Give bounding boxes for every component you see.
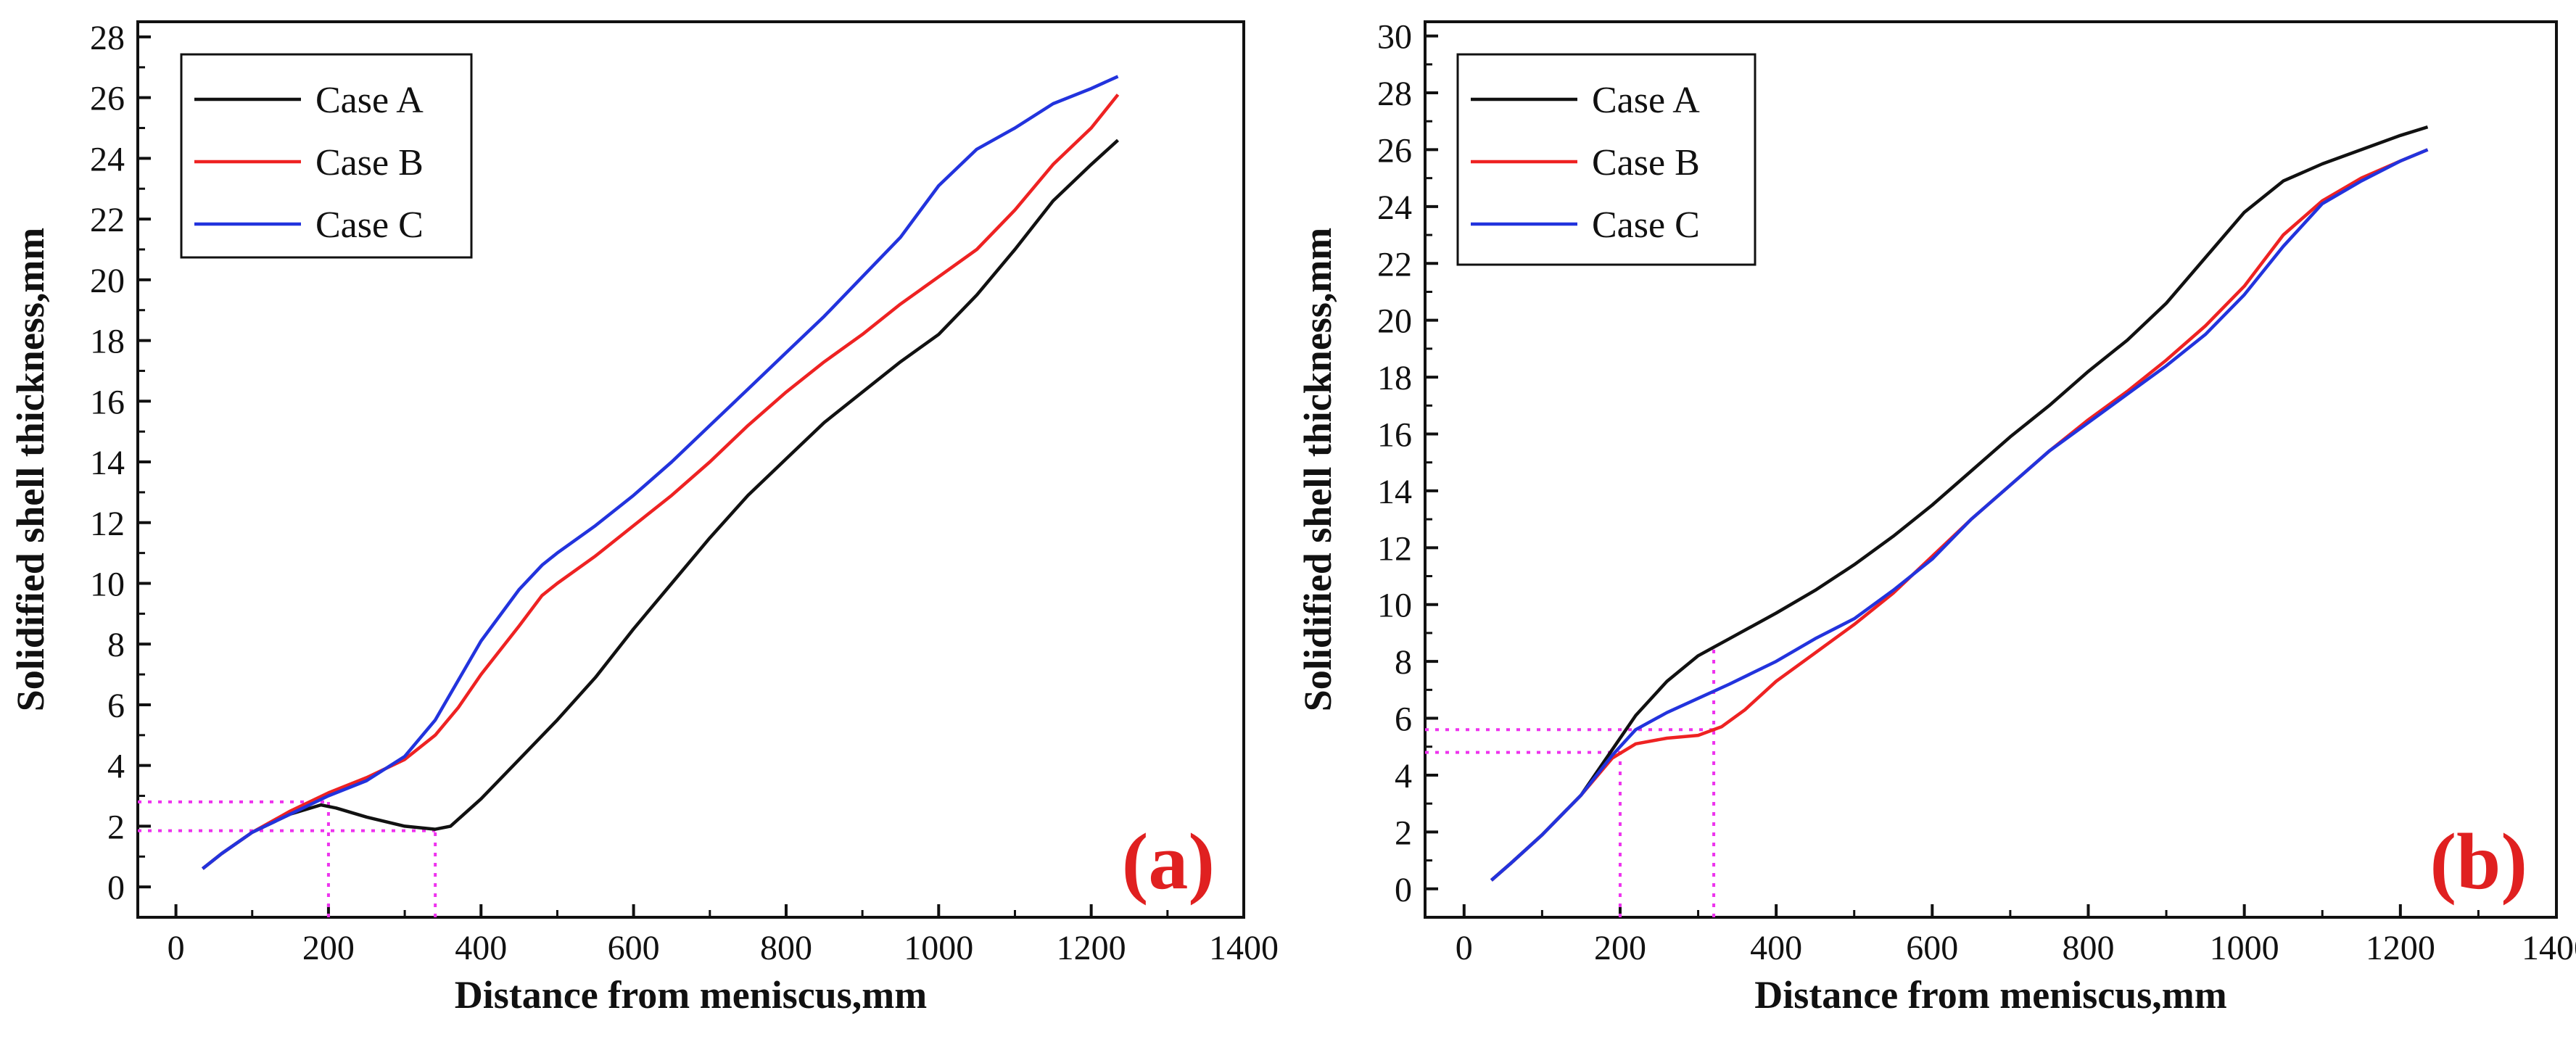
y-tick-label: 20 bbox=[1377, 302, 1412, 341]
y-tick-label: 8 bbox=[107, 626, 125, 664]
x-tick-label: 600 bbox=[1906, 929, 1958, 967]
x-tick-label: 1200 bbox=[2366, 929, 2435, 967]
plot-frame bbox=[136, 20, 1245, 919]
y-tick-label: 16 bbox=[90, 383, 125, 421]
x-tick-label: 1400 bbox=[1209, 929, 1279, 967]
y-tick-label: 20 bbox=[90, 262, 125, 300]
legend-label: Case B bbox=[315, 142, 424, 183]
y-tick-label: 30 bbox=[1377, 18, 1412, 57]
series-line-case-c bbox=[1490, 148, 2429, 882]
chart-panel-b: 0200400600800100012001400024681012141618… bbox=[1296, 18, 2576, 1017]
series-line-case-a bbox=[1490, 125, 2429, 882]
x-tick-label: 200 bbox=[1594, 929, 1646, 967]
y-tick-label: 12 bbox=[90, 505, 125, 543]
y-tick-label: 2 bbox=[1395, 814, 1412, 852]
x-tick-label: 400 bbox=[455, 929, 507, 967]
y-tick-label: 0 bbox=[1395, 871, 1412, 909]
x-tick-label: 1000 bbox=[904, 929, 973, 967]
y-tick-label: 10 bbox=[1377, 587, 1412, 625]
y-axis-title: Solidified shell thickness,mm bbox=[1296, 228, 1339, 712]
y-axis-title: Solidified shell thickness,mm bbox=[9, 228, 52, 712]
y-tick-label: 16 bbox=[1377, 415, 1412, 454]
x-tick-label: 0 bbox=[168, 929, 185, 967]
y-tick-label: 26 bbox=[90, 80, 125, 118]
y-tick-label: 28 bbox=[1377, 75, 1412, 113]
y-tick-label: 12 bbox=[1377, 529, 1412, 568]
y-tick-label: 24 bbox=[90, 140, 125, 178]
x-tick-label: 600 bbox=[608, 929, 660, 967]
y-tick-label: 0 bbox=[107, 869, 125, 907]
x-tick-label: 0 bbox=[1456, 929, 1473, 967]
legend-label: Case A bbox=[315, 80, 424, 121]
x-tick-label: 1200 bbox=[1057, 929, 1126, 967]
x-tick-label: 400 bbox=[1750, 929, 1802, 967]
y-tick-label: 10 bbox=[90, 565, 125, 603]
legend-label: Case A bbox=[1592, 80, 1700, 121]
x-tick-label: 200 bbox=[302, 929, 355, 967]
y-tick-label: 6 bbox=[107, 687, 125, 725]
y-tick-label: 24 bbox=[1377, 189, 1412, 227]
panel-label: (b) bbox=[2430, 817, 2527, 906]
x-tick-label: 1400 bbox=[2522, 929, 2576, 967]
y-tick-label: 6 bbox=[1395, 700, 1412, 739]
x-axis-title: Distance from meniscus,mm bbox=[455, 973, 927, 1017]
y-tick-label: 22 bbox=[90, 201, 125, 239]
y-tick-label: 18 bbox=[90, 323, 125, 361]
x-tick-label: 800 bbox=[2062, 929, 2114, 967]
x-tick-label: 800 bbox=[760, 929, 812, 967]
series-line-case-b bbox=[202, 94, 1120, 870]
y-tick-label: 26 bbox=[1377, 131, 1412, 170]
y-tick-label: 8 bbox=[1395, 643, 1412, 682]
panel-label: (a) bbox=[1122, 817, 1215, 906]
y-tick-label: 28 bbox=[90, 19, 125, 57]
y-tick-label: 14 bbox=[1377, 473, 1412, 511]
y-tick-label: 18 bbox=[1377, 359, 1412, 397]
y-tick-label: 4 bbox=[107, 748, 125, 786]
plot-frame bbox=[1424, 20, 2558, 919]
x-axis-title: Distance from meniscus,mm bbox=[1754, 973, 2226, 1017]
series-line-case-a bbox=[202, 138, 1120, 870]
legend-label: Case C bbox=[1592, 204, 1700, 246]
x-tick-label: 1000 bbox=[2210, 929, 2279, 967]
y-tick-label: 4 bbox=[1395, 757, 1412, 795]
chart-panel-a: 0 200 400 600 800 1000 1200 1400024681012141618… bbox=[9, 19, 1279, 1017]
legend-label: Case B bbox=[1592, 142, 1700, 183]
y-tick-label: 22 bbox=[1377, 245, 1412, 284]
series-line-case-c bbox=[202, 75, 1119, 870]
y-tick-label: 2 bbox=[107, 808, 125, 846]
legend-label: Case C bbox=[315, 204, 424, 246]
legend-box bbox=[1456, 53, 1756, 266]
y-tick-label: 14 bbox=[90, 444, 125, 482]
